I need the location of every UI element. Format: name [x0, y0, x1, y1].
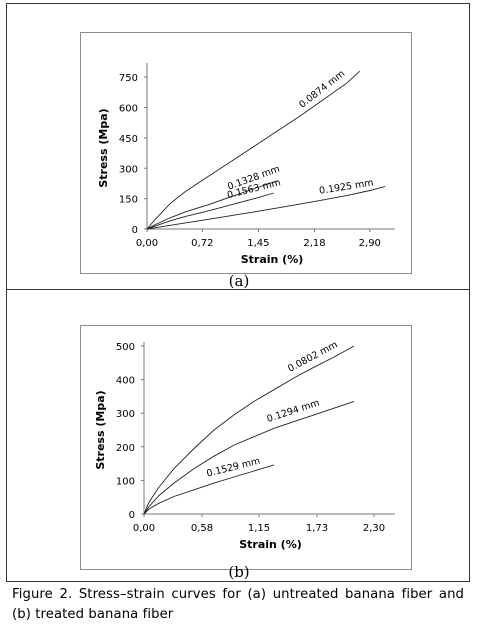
y-tick-label-b: 300 [116, 409, 135, 420]
x-tick-label-b: 1,73 [306, 523, 328, 534]
chart-panel-b: 0 100 200 300 400 500 0,00 0,58 1,15 1,73 2,30 Stra… [6, 289, 470, 582]
y-tick-label-a: 600 [119, 104, 138, 115]
x-axis-title-b: Strain (%) [239, 538, 302, 551]
y-tick-label-a: 300 [119, 164, 138, 175]
x-tick-label-b: 2,30 [363, 523, 385, 534]
series-annotation-b-0: 0.0802 mm [286, 339, 340, 374]
x-tick-label-b: 0,00 [133, 523, 155, 534]
y-axis-title-b: Stress (Mpa) [94, 390, 107, 469]
y-tick-label-a: 450 [119, 134, 138, 145]
y-axis-title-a: Stress (Mpa) [97, 108, 110, 187]
x-tick-label-a: 2,90 [359, 238, 381, 249]
series-line-a-0 [146, 70, 361, 230]
x-tick-label-a: 2,18 [303, 238, 325, 249]
panel-label-b: (b) [228, 563, 250, 581]
x-tick-label-b: 1,15 [248, 523, 270, 534]
y-tick-label-b: 500 [116, 342, 135, 353]
series-annotation-b-1: 0.1294 mm [265, 398, 320, 425]
x-tick-label-a: 0,00 [136, 238, 158, 249]
series-line-a-2 [146, 192, 274, 230]
chart-a-svg: 0 150 300 450 600 750 0,00 0,72 1,45 2,18 2,90 Stra… [97, 63, 395, 266]
chart-area-b: 0 100 200 300 400 500 0,00 0,58 1,15 1,73 2,30 Stra… [80, 325, 412, 570]
x-tick-label-b: 0,58 [191, 523, 213, 534]
y-tick-label-a: 750 [119, 73, 138, 84]
series-annotation-b-2: 0.1529 mm [205, 456, 261, 480]
chart-panel-a: 0 150 300 450 600 750 0,00 0,72 1,45 2,18 2,90 Stra… [6, 3, 470, 290]
series-line-b-1 [143, 400, 355, 515]
chart-area-a: 0 150 300 450 600 750 0,00 0,72 1,45 2,18 2,90 Stra… [80, 32, 412, 274]
series-line-a-1 [146, 180, 278, 230]
x-tick-label-a: 0,72 [191, 238, 213, 249]
y-tick-label-b: 200 [116, 443, 135, 454]
panel-label-a: (a) [228, 272, 250, 290]
series-line-b-2 [143, 464, 275, 515]
figure-caption: Figure 2. Stress–strain curves for (a) u… [12, 587, 464, 622]
y-tick-label-b: 400 [116, 376, 135, 387]
series-annotation-a-3: 0.1925 mm [318, 177, 374, 196]
y-tick-label-b: 100 [116, 476, 135, 487]
x-tick-label-a: 1,45 [247, 238, 269, 249]
series-line-b-0 [143, 345, 355, 515]
series-line-a-3 [146, 186, 386, 230]
chart-b-svg: 0 100 200 300 400 500 0,00 0,58 1,15 1,73 2,30 Stra… [94, 339, 395, 551]
y-tick-label-b: 0 [129, 510, 135, 521]
y-tick-label-a: 0 [132, 225, 138, 236]
series-annotation-a-0: 0.0874 mm [297, 68, 347, 110]
x-axis-title-a: Strain (%) [241, 253, 304, 266]
y-tick-label-a: 150 [119, 195, 138, 206]
